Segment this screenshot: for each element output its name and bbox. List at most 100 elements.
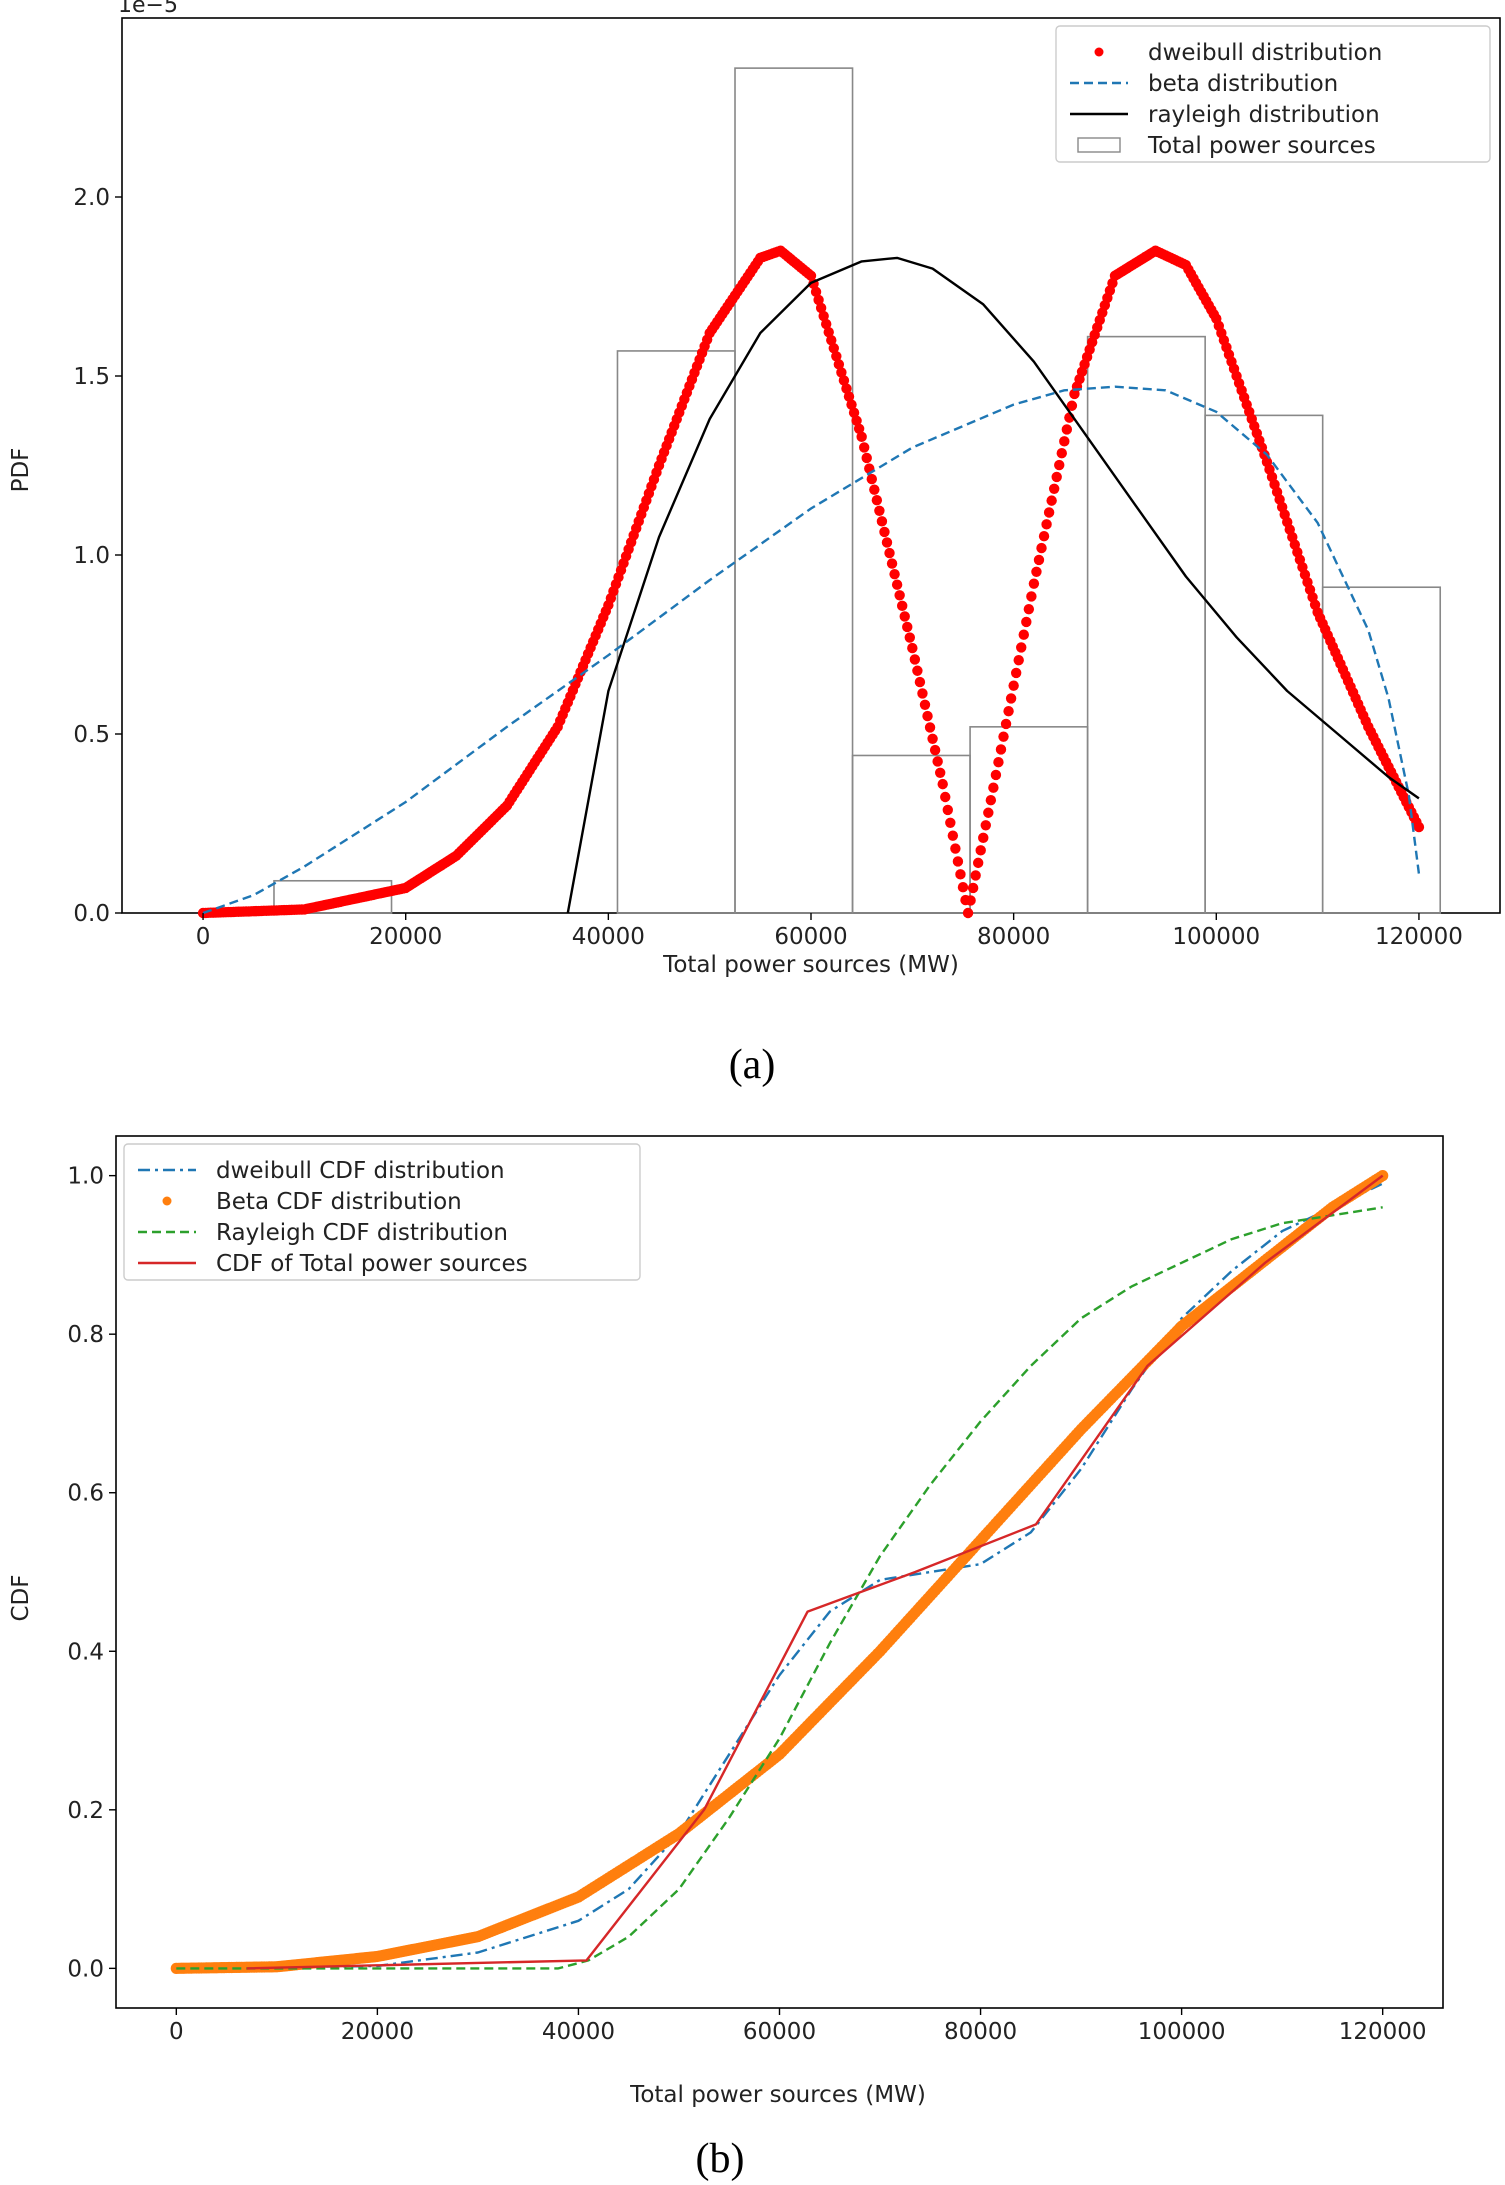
pdf-series-point: [1021, 616, 1032, 628]
pdf-series-point: [1066, 400, 1078, 411]
pdf-legend-label: dweibull distribution: [1148, 40, 1382, 66]
pdf-series-point: [828, 343, 839, 354]
pdf-series-point: [876, 516, 888, 527]
pdf-series-point: [962, 907, 974, 919]
pdf-series-point: [1005, 693, 1017, 704]
pdf-x-tick-label: 100000: [1172, 924, 1260, 950]
pdf-x-tick-label: 20000: [369, 924, 442, 950]
pdf-histogram-bar: [1321, 586, 1442, 914]
cdf-y-tick-label: 1.0: [67, 1164, 104, 1190]
pdf-series-point: [889, 568, 900, 580]
pdf-series-point: [886, 558, 898, 569]
pdf-series-point: [853, 423, 865, 435]
cdf-y-ticks: 0.0 0.2 0.4 0.6 0.8 1.0: [67, 1164, 116, 1982]
pdf-series-point: [993, 756, 1004, 768]
pdf-series-point: [909, 654, 921, 665]
cdf-legend-frame: [123, 1143, 641, 1281]
pdf-series-point: [1059, 436, 1070, 447]
pdf-series-point: [1013, 654, 1024, 666]
pdf-y-tick-label: 0.5: [73, 722, 110, 748]
pdf-series-point: [998, 731, 1009, 742]
pdf-series-point: [978, 832, 989, 844]
pdf-series-point: [861, 452, 872, 464]
pdf-y-tick-label: 1.5: [73, 364, 110, 390]
cdf-series-line: [176, 1206, 1383, 1970]
cdf-series: [170, 1170, 1389, 1974]
pdf-series-point: [1018, 629, 1029, 640]
pdf-series-point: [929, 744, 941, 756]
pdf-offset-text: 1e−5: [118, 0, 178, 18]
cdf-series-cdf-of-total-power-sources: [246, 1174, 1384, 1970]
pdf-legend-frame: [1055, 25, 1491, 163]
pdf-series-point: [904, 632, 915, 643]
pdf-series-point: [937, 778, 948, 790]
pdf-series-point: [848, 407, 860, 418]
pdf-series-point: [995, 744, 1007, 755]
pdf-series-line: [566, 256, 1420, 914]
pdf-legend-label: beta distribution: [1148, 71, 1338, 97]
pdf-series-point: [838, 375, 850, 386]
cdf-series-line: [246, 1174, 1384, 1970]
pdf-series-point: [1043, 507, 1055, 518]
cdf-series-rayleigh-cdf-distribution: [176, 1206, 1383, 1970]
pdf-series-point: [818, 310, 829, 322]
pdf-series-point: [841, 383, 852, 394]
cdf-x-tick-label: 80000: [944, 2019, 1017, 2045]
pdf-series-point: [1023, 603, 1035, 615]
pdf-series-point: [1016, 642, 1027, 653]
pdf-y-ticks: 0.0 0.5 1.0 1.5 2.0: [73, 185, 122, 927]
pdf-series-point: [965, 895, 976, 906]
pdf-series-point: [1413, 821, 1425, 833]
cdf-legend-label: Beta CDF distribution: [216, 1189, 462, 1215]
pdf-histogram-bar: [1086, 335, 1206, 914]
cdf-series-beta-cdf-distribution: [170, 1170, 1389, 1974]
pdf-x-tick-label: 40000: [572, 924, 645, 950]
pdf-series-point: [815, 302, 827, 314]
pdf-series-point: [902, 621, 913, 633]
cdf-y-tick-label: 0.6: [67, 1481, 104, 1507]
pdf-series-point: [851, 415, 862, 426]
cdf-legend-label: CDF of Total power sources: [216, 1251, 528, 1277]
pdf-series-point: [810, 286, 822, 298]
cdf-legend-swatch: [162, 1196, 172, 1206]
pdf-series-point: [919, 699, 931, 710]
cdf-legend: dweibull CDF distribution Beta CDF distri…: [123, 1143, 641, 1281]
pdf-series-point: [833, 359, 845, 370]
pdf-series-point: [1008, 680, 1019, 691]
cdf-legend-label: dweibull CDF distribution: [216, 1158, 505, 1184]
pdf-x-tick-label: 80000: [977, 924, 1050, 950]
pdf-series-point: [1041, 519, 1052, 530]
pdf-x-tick-label: 0: [196, 924, 211, 950]
pdf-series-point: [884, 547, 895, 559]
pdf-series-point: [1010, 667, 1022, 679]
pdf-histogram: [273, 67, 1442, 914]
pdf-series-point: [914, 676, 926, 688]
pdf-series-point: [990, 769, 1002, 781]
pdf-series-point: [869, 484, 880, 495]
pdf-series-point: [881, 537, 893, 548]
cdf-series-dweibull-cdf-distribution: [176, 1182, 1384, 1970]
pdf-series-point: [805, 270, 817, 281]
cdf-y-tick-label: 0.4: [67, 1639, 104, 1665]
pdf-series-point: [846, 399, 857, 410]
pdf-legend-label: Total power sources: [1147, 133, 1376, 159]
pdf-series-point: [907, 642, 918, 654]
pdf-series-point: [894, 590, 905, 601]
pdf-x-ticks: 0 20000 40000 60000 80000 100000 120000: [196, 913, 1463, 950]
pdf-x-tick-label: 120000: [1375, 924, 1463, 950]
cdf-y-tick-label: 0.8: [67, 1322, 104, 1348]
pdf-series-point: [826, 335, 837, 346]
pdf-series-point: [975, 845, 986, 856]
pdf-series-point: [896, 600, 908, 612]
pdf-series-point: [866, 473, 877, 485]
pdf-histogram-bar: [273, 879, 393, 914]
pdf-series-point: [1048, 483, 1060, 494]
pdf-series-point: [1056, 447, 1067, 459]
pdf-series-dweibull-distribution: [197, 245, 1425, 919]
pdf-series-point: [940, 791, 951, 803]
pdf-series-point: [879, 526, 890, 538]
pdf-series-point: [823, 326, 834, 338]
pdf-series-point: [1003, 705, 1014, 717]
cdf-legend-label: Rayleigh CDF distribution: [216, 1220, 508, 1246]
